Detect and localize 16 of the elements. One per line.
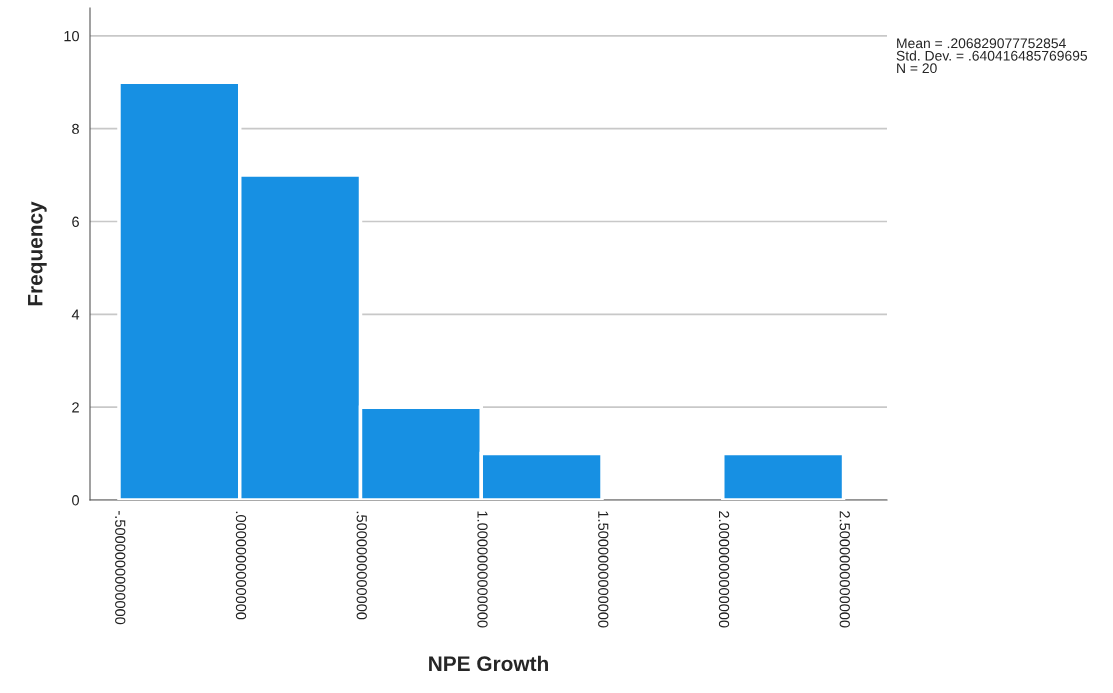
x-tick-label: 2.5000000000000 — [839, 511, 850, 628]
y-tick-label: 0 — [72, 495, 80, 506]
y-tick-label: 4 — [71, 309, 80, 320]
x-axis-title: NPE Growth — [429, 655, 548, 672]
x-tick-label: .0000000000000 — [235, 511, 247, 620]
y-tick-label: 2 — [72, 402, 79, 413]
y-tick-label: 10 — [64, 30, 80, 42]
y-tick-label: 6 — [72, 216, 79, 227]
y-tick-label: 8 — [72, 123, 79, 135]
x-tick-label: 1.0000000000000 — [477, 511, 488, 628]
x-tick-label: .5000000000000 — [356, 511, 367, 620]
text: Mean = .206829077752854 Std. Dev. = .640416485769695 N = 20 — [896, 38, 1088, 74]
x-tick-label: 1.5000000000000 — [598, 511, 609, 628]
x-tick-label: 2.0000000000000 — [718, 511, 730, 628]
y-axis-title: Frequency — [28, 201, 47, 306]
x-tick-label: -.5000000000000 — [115, 511, 126, 625]
